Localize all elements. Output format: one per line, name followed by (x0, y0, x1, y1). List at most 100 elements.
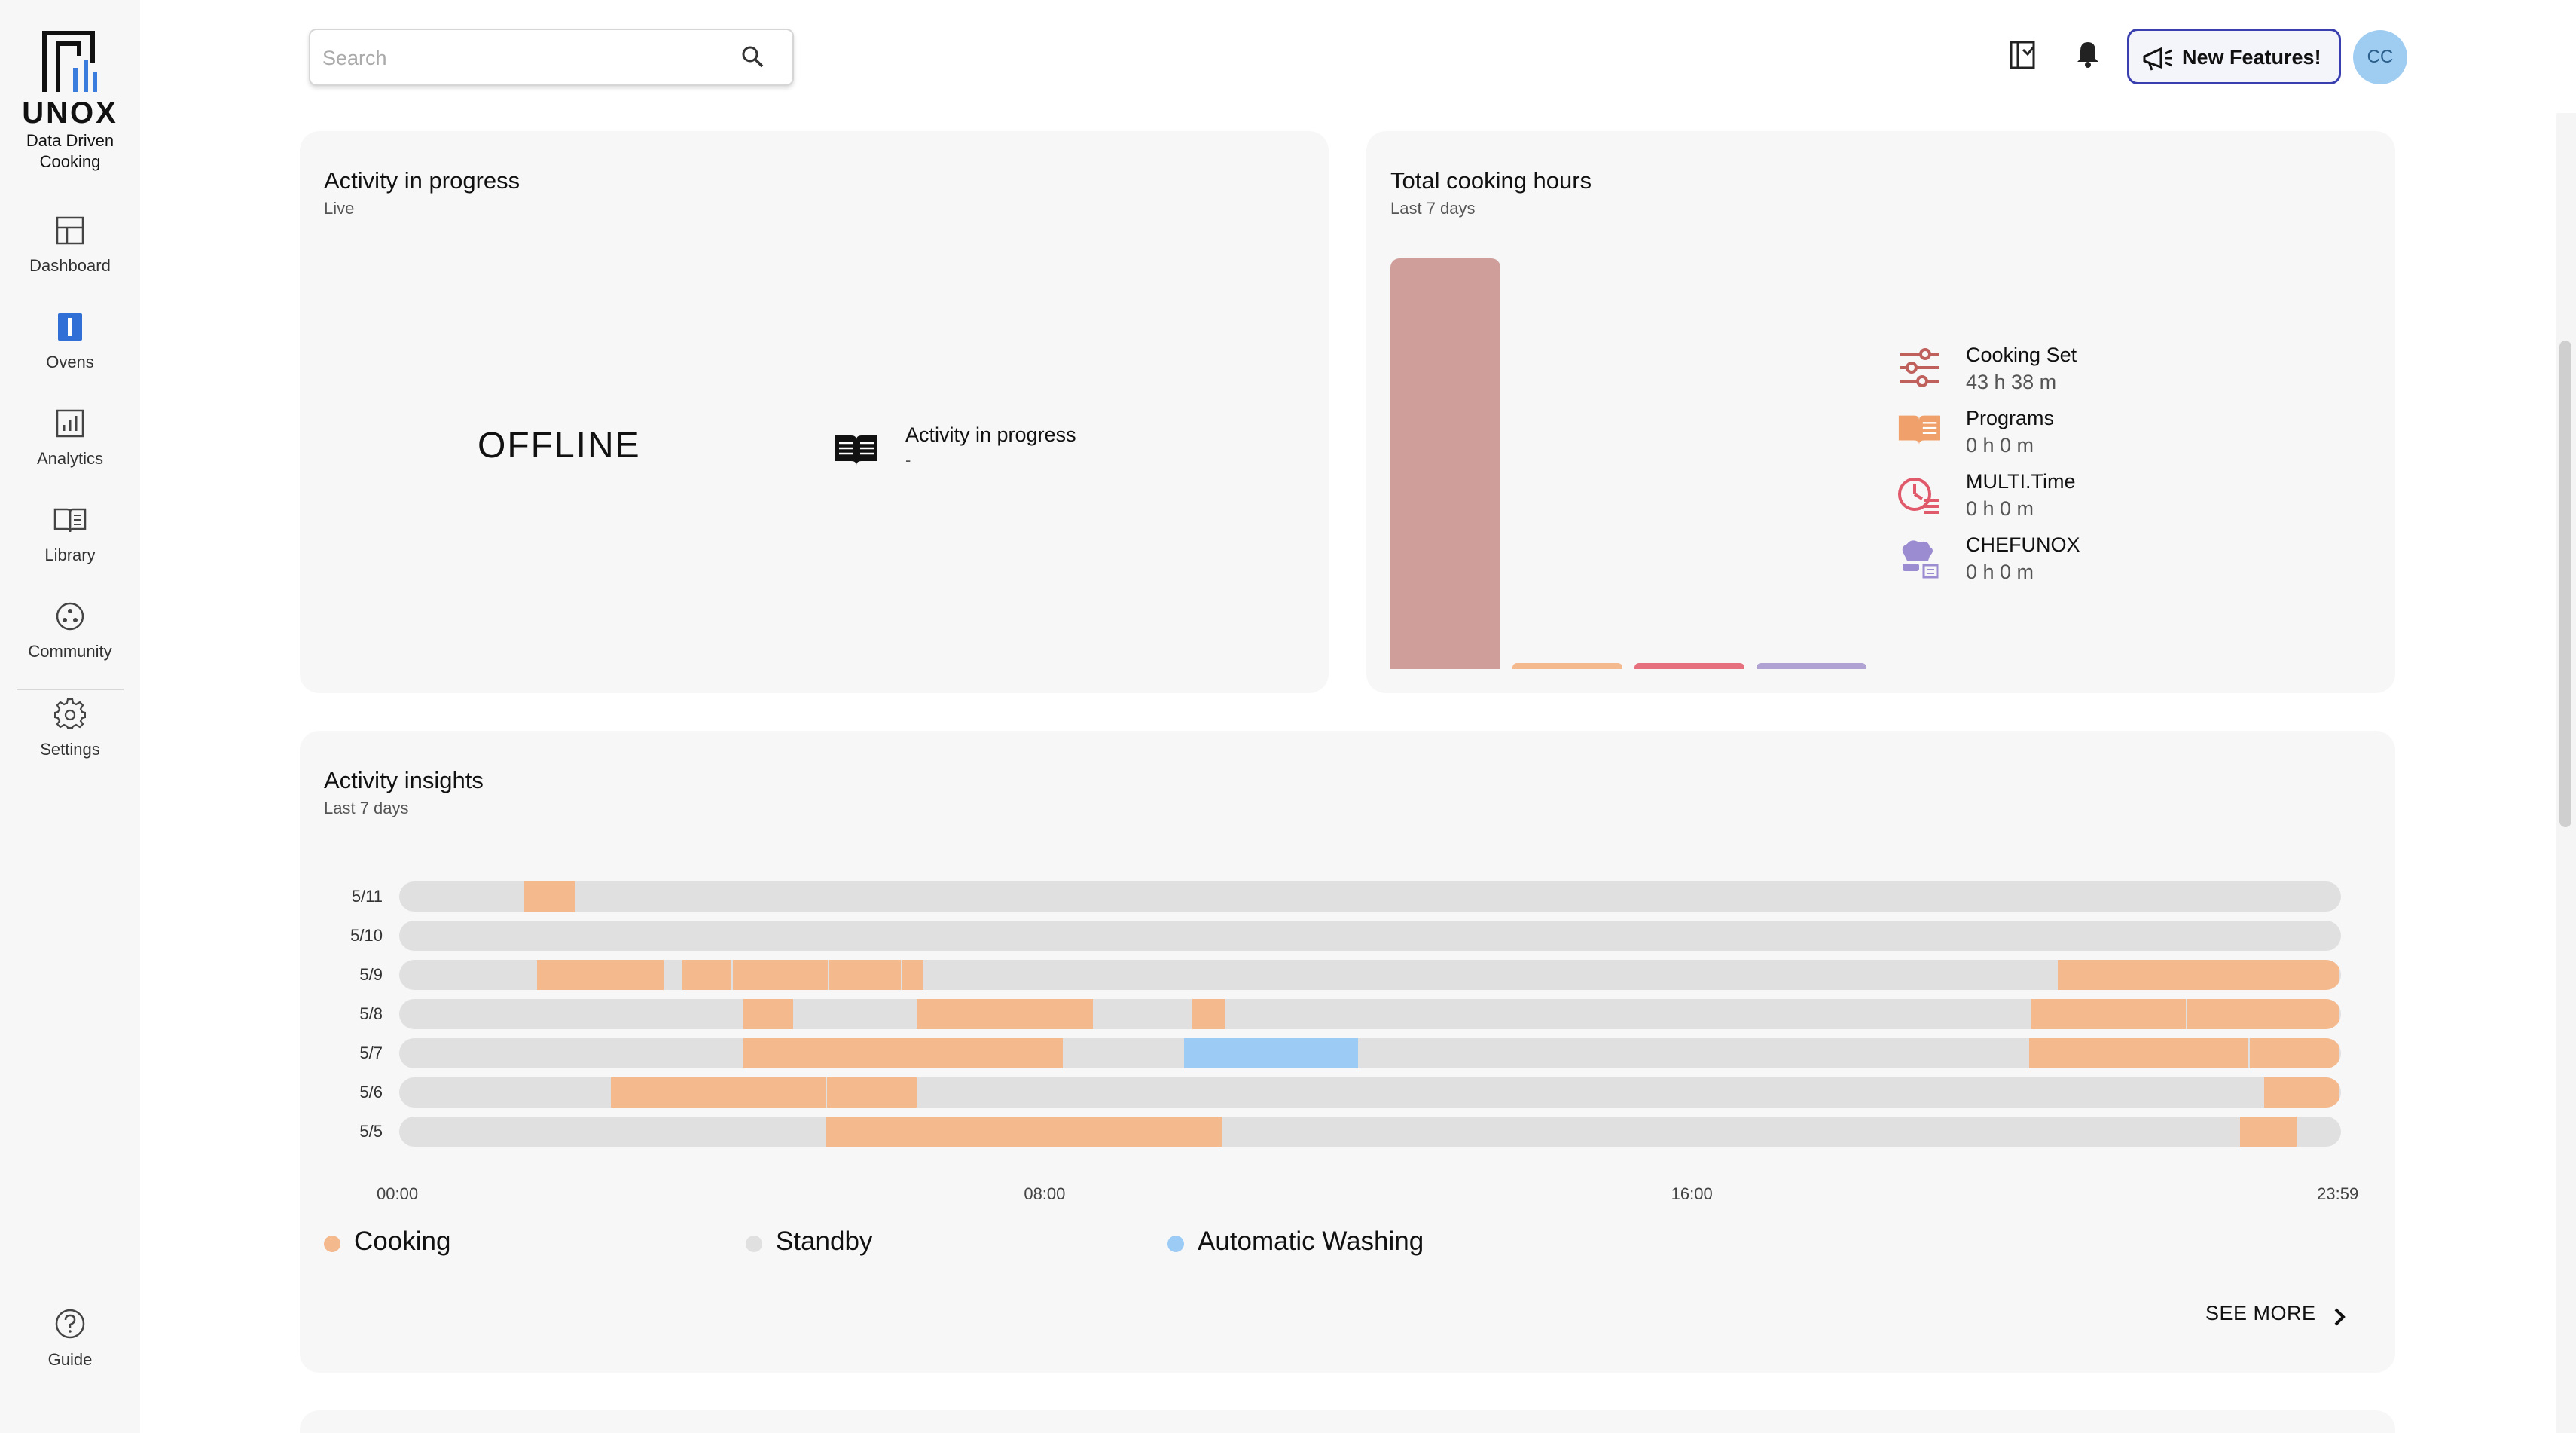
unox-logo[interactable]: UNOX Data Driven Cooking (0, 30, 140, 173)
user-avatar[interactable]: CC (2353, 30, 2407, 84)
cooking-hours-chart (1366, 131, 1894, 693)
timeline-date-label: 5/8 (359, 1004, 383, 1023)
oven-manual-icon[interactable] (2008, 39, 2038, 72)
sidebar-item-label: Guide (47, 1350, 93, 1369)
card-title: Activity in progress (324, 167, 520, 194)
timeline-row[interactable] (399, 1077, 2341, 1108)
timeline-segment-cooking[interactable] (2187, 999, 2339, 1029)
timeline-segment-cooking[interactable] (917, 999, 1093, 1029)
analytics-icon (56, 409, 84, 438)
timeline-segment-cooking[interactable] (2031, 999, 2186, 1029)
timeline-segment-cooking[interactable] (524, 881, 575, 912)
legend-label: Automatic Washing (1198, 1227, 1424, 1256)
timeline-segment-cooking[interactable] (743, 1038, 1063, 1068)
library-icon (53, 508, 87, 533)
washing-dot (1167, 1236, 1184, 1252)
bar-programs (1512, 663, 1622, 669)
see-more-button[interactable]: SEE MORE (2205, 1302, 2346, 1326)
open-book-icon (835, 435, 877, 466)
timeline-row[interactable] (399, 1117, 2341, 1147)
see-more-label: SEE MORE (2205, 1302, 2316, 1325)
new-features-label: New Features! (2182, 46, 2321, 69)
next-card (300, 1410, 2395, 1433)
card-subtitle: Last 7 days (324, 799, 409, 817)
timeline-segment-cooking[interactable] (2029, 1038, 2248, 1068)
legend-name: MULTI.Time (1966, 470, 2076, 493)
sidebar-item-analytics[interactable]: Analytics (0, 408, 140, 469)
timeline-segment-cooking[interactable] (826, 1117, 1222, 1147)
timeline-row[interactable] (399, 921, 2341, 951)
megaphone-icon (2143, 47, 2172, 71)
sidebar: UNOX Data Driven Cooking Dashboard Ovens… (0, 0, 140, 1433)
card-subtitle: Last 7 days (1390, 199, 1476, 218)
sliders-icon (1900, 348, 1939, 387)
timeline-date-label: 5/7 (359, 1043, 383, 1062)
bar-multi-time (1634, 663, 1744, 669)
timeline-segment-cooking[interactable] (536, 960, 664, 990)
oven-icon (58, 313, 82, 341)
chef-hat-icon (1902, 540, 1939, 579)
timeline-row[interactable] (399, 960, 2341, 990)
sidebar-item-community[interactable]: Community (0, 601, 140, 662)
timeline-segment-cooking[interactable] (732, 960, 829, 990)
dashboard-icon (56, 216, 84, 245)
cooking-dot (324, 1236, 340, 1252)
new-features-button[interactable]: New Features! (2127, 29, 2341, 84)
sidebar-item-guide[interactable]: Guide (0, 1308, 140, 1370)
gear-icon (54, 698, 86, 729)
sidebar-item-label: Dashboard (29, 256, 111, 275)
legend-label: Standby (776, 1227, 873, 1256)
timeline-date-label: 5/9 (359, 965, 383, 984)
search-icon[interactable] (740, 44, 767, 71)
search-box (309, 29, 794, 86)
oven-status-text: OFFLINE (478, 426, 641, 466)
legend-value: 0 h 0 m (1966, 497, 2034, 520)
open-book-icon (1898, 415, 1940, 445)
legend-label: Cooking (354, 1227, 451, 1256)
sidebar-item-settings[interactable]: Settings (0, 698, 140, 759)
timeline-segment-cooking[interactable] (2249, 1038, 2339, 1068)
timeline-segment-cooking[interactable] (829, 960, 901, 990)
sidebar-divider (17, 689, 124, 690)
sidebar-item-label: Community (28, 642, 112, 661)
sidebar-item-dashboard[interactable]: Dashboard (0, 215, 140, 276)
legend-value: 0 h 0 m (1966, 561, 2034, 583)
bell-icon[interactable] (2074, 39, 2101, 69)
search-input[interactable] (322, 44, 729, 72)
scrollbar-thumb[interactable] (2559, 341, 2571, 827)
timeline-segment-cooking[interactable] (2263, 1077, 2339, 1108)
timeline-segment-cooking[interactable] (682, 960, 731, 990)
timeline-row[interactable] (399, 1038, 2341, 1068)
timeline-segment-cooking[interactable] (902, 960, 924, 990)
chevron-right-icon (2334, 1308, 2346, 1326)
unox-logo-icon (42, 31, 97, 92)
timeline-row[interactable] (399, 999, 2341, 1029)
community-icon (56, 602, 84, 631)
timeline-segment-cooking[interactable] (827, 1077, 917, 1108)
timeline-segment-cooking[interactable] (2239, 1117, 2297, 1147)
legend-value: 43 h 38 m (1966, 371, 2057, 393)
timeline-segment-cooking[interactable] (2058, 960, 2339, 990)
timeline-row[interactable] (399, 881, 2341, 912)
bar-cooking-set (1390, 258, 1500, 669)
legend-name: Programs (1966, 407, 2055, 429)
sidebar-item-ovens[interactable]: Ovens (0, 312, 140, 372)
legend-value: 0 h 0 m (1966, 434, 2034, 457)
timeline-segment-cooking[interactable] (1192, 999, 1225, 1029)
sidebar-item-library[interactable]: Library (0, 505, 140, 565)
multitime-clock-icon (1898, 478, 1939, 514)
help-icon (55, 1309, 85, 1339)
sidebar-item-label: Library (44, 545, 96, 564)
legend-name: CHEFUNOX (1966, 533, 2080, 556)
timeline-segment-cooking[interactable] (611, 1077, 826, 1108)
activity-value: - (905, 451, 911, 469)
standby-dot (746, 1236, 762, 1252)
timeline-segment-washing[interactable] (1183, 1038, 1358, 1068)
axis-tick-label: 00:00 (377, 1184, 419, 1203)
total-cooking-hours-card: Total cooking hours Last 7 days Cooking … (1366, 131, 2395, 693)
bar-chefunox (1757, 663, 1866, 669)
activity-in-progress-card: Activity in progress Live OFFLINE Activi… (300, 131, 1329, 693)
card-title: Activity insights (324, 767, 484, 793)
sidebar-item-label: Ovens (46, 353, 94, 371)
timeline-segment-cooking[interactable] (743, 999, 794, 1029)
